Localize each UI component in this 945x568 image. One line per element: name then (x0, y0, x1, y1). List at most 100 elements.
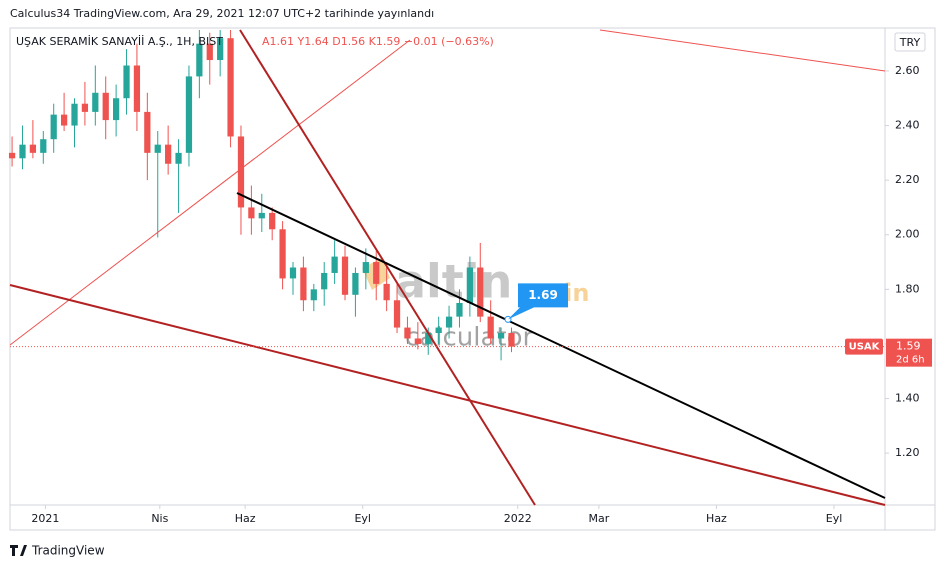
candle (227, 30, 234, 148)
candle-body (425, 333, 432, 344)
x-tick-label: 2022 (504, 512, 532, 525)
candle-body (477, 267, 484, 317)
candle-body (71, 103, 78, 126)
candle (404, 316, 411, 344)
candle (487, 300, 494, 344)
last-price: 1.59 (896, 340, 921, 353)
callout-bubble (508, 283, 568, 320)
ticker-box (845, 338, 883, 355)
candle (154, 131, 161, 238)
candle (40, 131, 47, 164)
trend-line (9, 39, 411, 346)
trend-line (9, 284, 886, 506)
candle (341, 245, 349, 301)
currency-box (894, 32, 926, 52)
countdown: 2d 6h (896, 355, 925, 366)
candle-body (144, 111, 151, 153)
candle-body (217, 38, 224, 61)
candle (92, 65, 99, 126)
drawings (9, 29, 886, 506)
candle-body (19, 144, 26, 159)
candle-body (227, 38, 234, 137)
candle (217, 30, 224, 77)
candle (445, 305, 453, 339)
candle-body (487, 316, 494, 339)
x-tick-label: Haz (235, 512, 256, 525)
candle (113, 84, 120, 137)
candle-body (383, 283, 390, 301)
y-tick-label: 1.80 (895, 282, 920, 295)
candle-body (60, 114, 68, 126)
x-tick-label: Nis (151, 512, 168, 525)
footer-logo: TradingView (10, 544, 105, 558)
candle (362, 248, 369, 290)
candle (185, 65, 193, 167)
candle-body (102, 92, 109, 121)
candle (237, 125, 245, 235)
candle (321, 262, 328, 306)
candle-body (113, 98, 120, 121)
candle-body (123, 65, 130, 99)
candle-body (279, 229, 286, 279)
candle (206, 32, 213, 85)
candle-body (362, 262, 369, 273)
logo-mark (10, 545, 27, 556)
trend-line (239, 29, 536, 506)
candle-body (331, 256, 338, 273)
ohlc: A1.61 Y1.64 D1.56 K1.59 −0.01 (−0.63%) (262, 35, 494, 48)
candle (123, 49, 130, 115)
candle-body (321, 272, 328, 290)
candle-body (185, 76, 193, 153)
candle-body (404, 327, 411, 339)
candle (477, 242, 484, 323)
candle-body (300, 267, 307, 301)
frame (9, 27, 936, 531)
candle (497, 327, 505, 361)
candle-body (165, 144, 172, 164)
candle-body (289, 267, 297, 279)
candle (414, 322, 421, 350)
candle-body (258, 212, 265, 219)
candle (29, 120, 37, 159)
candle (352, 267, 359, 317)
candle-body (154, 144, 161, 153)
candle (19, 125, 26, 170)
y-tick-label: 1.40 (895, 392, 920, 405)
ticker: USAK (849, 342, 881, 353)
candle (8, 136, 16, 167)
y-tick-label: 1.20 (895, 446, 920, 459)
candle (133, 43, 141, 132)
candle (102, 76, 109, 140)
candle-body (248, 207, 255, 219)
candle (248, 185, 255, 235)
y-tick-label: 2.20 (895, 173, 920, 186)
candle (435, 316, 442, 344)
candle (456, 289, 463, 328)
candle-body (50, 114, 57, 140)
footer-brand: TradingView (31, 544, 105, 558)
y-tick-label: 2.00 (895, 228, 920, 241)
x-tick-label: Eyl (354, 512, 371, 525)
candle-body (456, 302, 463, 317)
plot-area (8, 30, 515, 361)
candle-body (310, 289, 317, 301)
candle (393, 283, 401, 334)
candle (279, 221, 286, 290)
x-tick-label: Eyl (826, 512, 843, 525)
candle-body (393, 300, 401, 328)
watermark-brand: altin (395, 255, 512, 309)
candle (258, 193, 265, 233)
candle-body (133, 65, 141, 112)
candle (81, 81, 89, 126)
callout-label: 1.69 (528, 288, 558, 302)
candle-body (40, 139, 47, 153)
candle-body (175, 152, 182, 164)
candle (50, 103, 57, 153)
candle-body (206, 43, 213, 61)
candle (508, 327, 515, 353)
candle-body (237, 136, 245, 208)
publisher: Calculus34 TradingView.com, Ara 29, 2021… (10, 7, 434, 20)
candle-body (373, 262, 380, 284)
candle-body (508, 333, 515, 347)
